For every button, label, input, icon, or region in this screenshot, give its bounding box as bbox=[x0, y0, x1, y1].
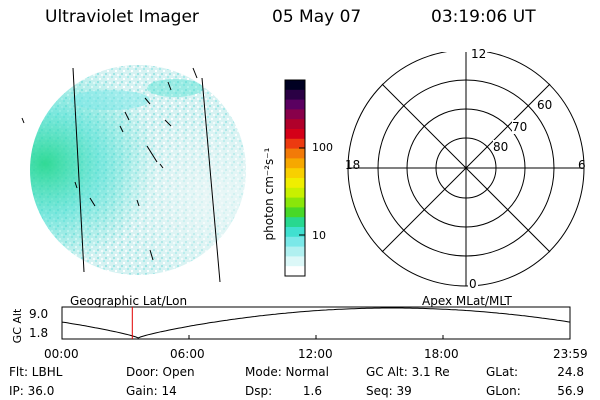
altitude-track bbox=[61, 306, 571, 340]
colorbar-segment bbox=[285, 148, 305, 159]
colorbar-segment bbox=[285, 99, 305, 110]
door-info: Door: Open bbox=[126, 365, 195, 379]
terminator-lines bbox=[72, 67, 221, 283]
colorbar bbox=[284, 79, 306, 277]
dsp-label: Dsp: bbox=[245, 384, 273, 398]
gain-info: Gain: 14 bbox=[126, 384, 177, 398]
mlt-label-0: 0 bbox=[468, 277, 478, 291]
track-ytick-9: 9.0 bbox=[29, 307, 49, 321]
colorbar-segment bbox=[285, 266, 305, 277]
track-ytick-1: 1.8 bbox=[29, 326, 49, 340]
colorbar-segment bbox=[285, 138, 305, 150]
colorbar-segment bbox=[285, 207, 305, 218]
xtick-1200: 12:00 bbox=[298, 347, 333, 361]
colorbar-segment bbox=[285, 197, 305, 208]
ip-info: IP: 36.0 bbox=[9, 384, 55, 398]
mlat-label-80: 80 bbox=[493, 140, 509, 154]
polar-grid bbox=[347, 52, 585, 287]
coastline-fragments bbox=[21, 67, 198, 261]
time-label: 03:19:06 UT bbox=[431, 7, 536, 27]
colorbar-tick-10: 10 bbox=[312, 229, 326, 242]
colorbar-unit-label: photon cm⁻²s⁻¹ bbox=[262, 147, 276, 241]
colorbar-segment bbox=[285, 256, 305, 267]
colorbar-tick-100: 100 bbox=[312, 141, 333, 154]
gc-alt-info: GC Alt: 3.1 Re bbox=[366, 365, 450, 379]
colorbar-segment bbox=[285, 246, 305, 257]
track-xticks bbox=[61, 335, 571, 339]
mlt-label-6: 6 bbox=[578, 158, 586, 172]
colorbar-segment bbox=[285, 187, 305, 199]
altitude-curve bbox=[61, 307, 571, 339]
auroral-image bbox=[21, 65, 246, 283]
glat-value: 24.8 bbox=[557, 365, 584, 379]
earth-disc bbox=[30, 65, 246, 275]
track-ylabel: GC Alt bbox=[11, 308, 24, 344]
colorbar-segment bbox=[285, 236, 305, 248]
instrument-title: Ultraviolet Imager bbox=[45, 7, 199, 27]
colorbar-segment bbox=[285, 119, 305, 130]
colorbar-segment bbox=[285, 129, 305, 140]
xtick-1800: 18:00 bbox=[424, 347, 459, 361]
xtick-0000: 00:00 bbox=[44, 347, 79, 361]
colorbar-segment bbox=[285, 178, 305, 189]
track-left-title: Geographic Lat/Lon bbox=[70, 294, 188, 308]
glon-label: GLon: bbox=[486, 384, 521, 398]
colorbar-segment bbox=[285, 89, 305, 101]
colorbar-segment bbox=[285, 80, 305, 91]
mlat-label-70: 70 bbox=[512, 120, 528, 134]
seq-info: Seq: 39 bbox=[366, 384, 412, 398]
mode-info: Mode: Normal bbox=[245, 365, 329, 379]
xtick-2359: 23:59 bbox=[553, 347, 588, 361]
filter-info: Flt: LBHL bbox=[9, 365, 63, 379]
glon-value: 56.9 bbox=[557, 384, 584, 398]
colorbar-segment bbox=[285, 168, 305, 179]
colorbar-segment bbox=[285, 109, 305, 120]
date-label: 05 May 07 bbox=[272, 7, 362, 27]
mlt-label-18: 18 bbox=[345, 158, 361, 172]
colorbar-segment bbox=[285, 158, 305, 169]
track-right-title: Apex MLat/MLT bbox=[422, 294, 512, 308]
colorbar-segment bbox=[285, 227, 305, 238]
xtick-0600: 06:00 bbox=[170, 347, 205, 361]
glat-label: GLat: bbox=[486, 365, 519, 379]
mlat-label-60: 60 bbox=[537, 98, 553, 112]
dsp-value: 1.6 bbox=[302, 384, 322, 398]
mlt-label-12: 12 bbox=[470, 47, 488, 61]
colorbar-segment bbox=[285, 217, 305, 228]
